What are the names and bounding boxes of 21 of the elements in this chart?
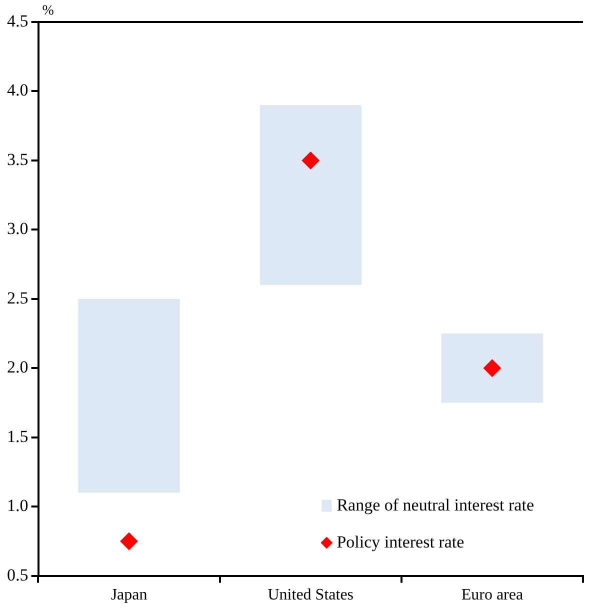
- legend-label: Policy interest rate: [336, 532, 464, 552]
- x-tick-label: Japan: [110, 586, 148, 604]
- y-tick-label: 3.5: [7, 150, 28, 169]
- y-tick-label: 2.0: [7, 358, 28, 377]
- y-tick-label: 0.5: [7, 565, 28, 584]
- y-tick-label: 2.5: [7, 288, 28, 308]
- y-axis-title: %: [42, 4, 54, 19]
- x-tick-label: United States: [268, 586, 354, 604]
- point: [483, 359, 502, 378]
- legend-label: Range of neutral interest rate: [336, 495, 534, 514]
- bar: [260, 105, 362, 286]
- y-tick-label: 4.0: [7, 80, 28, 100]
- y-tick-label: 1.0: [7, 496, 28, 516]
- point: [302, 151, 320, 170]
- y-tick-label: 4.5: [7, 11, 28, 30]
- x-tick-label: Euro area: [461, 586, 524, 604]
- bar: [441, 334, 544, 403]
- y-tick-label: 1.5: [7, 426, 28, 446]
- y-tick-label: 3.0: [7, 219, 28, 238]
- bar: [78, 298, 180, 493]
- point: [120, 532, 138, 550]
